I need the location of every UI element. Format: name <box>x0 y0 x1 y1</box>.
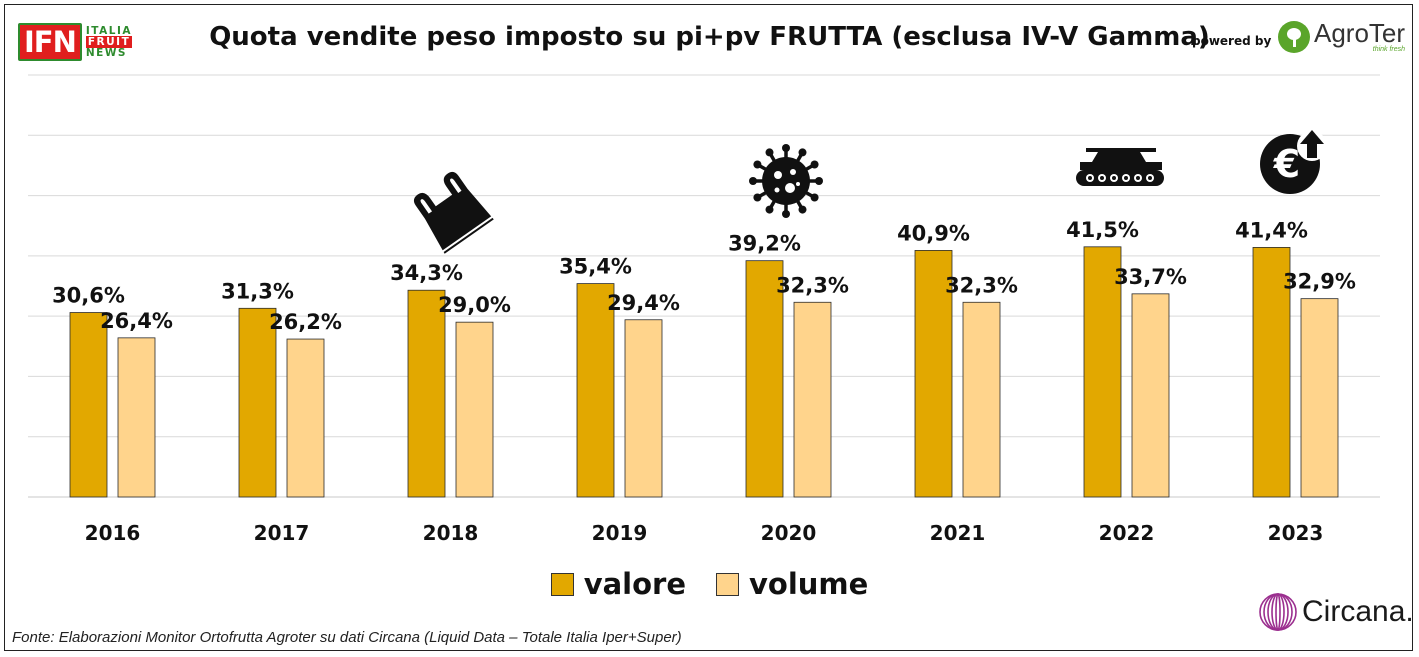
legend-label-volume: volume <box>749 567 869 601</box>
powered-by-label: powered by <box>1192 34 1272 48</box>
category-label-2017: 2017 <box>254 521 310 545</box>
ifn-logo: IFN ITALIA FRUIT NEWS <box>18 23 133 61</box>
data-label-volume-2020: 32,3% <box>776 273 849 297</box>
data-label-volume-2019: 29,4% <box>607 291 680 315</box>
svg-text:€: € <box>1273 142 1300 186</box>
legend-item-valore: valore <box>550 567 686 601</box>
data-label-volume-2017: 26,2% <box>269 310 342 334</box>
bar-volume-2016 <box>117 337 156 498</box>
legend-swatch-valore <box>550 572 574 596</box>
category-label-2019: 2019 <box>592 521 648 545</box>
ifn-logo-mark: IFN <box>18 23 82 61</box>
source-note: Fonte: Elaborazioni Monitor Ortofrutta A… <box>12 629 682 646</box>
category-label-2023: 2023 <box>1268 521 1324 545</box>
circana-name: Circana. <box>1302 595 1414 628</box>
data-label-valore-2021: 40,9% <box>897 221 970 245</box>
agroter-logo: AgroTer think fresh <box>1278 20 1405 53</box>
chart-title: Quota vendite peso imposto su pi+pv FRUT… <box>209 22 1210 52</box>
bar-valore-2020 <box>745 260 784 498</box>
data-label-volume-2018: 29,0% <box>438 293 511 317</box>
data-label-valore-2020: 39,2% <box>728 232 801 256</box>
bar-volume-2018 <box>455 321 494 498</box>
bar-volume-2022 <box>1131 293 1170 498</box>
legend-swatch-volume <box>716 572 739 596</box>
virus-icon <box>749 144 823 218</box>
data-label-volume-2022: 33,7% <box>1114 265 1187 289</box>
euro-rising-icon: € <box>1260 130 1327 194</box>
category-label-2020: 2020 <box>761 521 817 545</box>
agroter-tree-icon <box>1278 20 1310 53</box>
legend-label-valore: valore <box>583 567 686 601</box>
agroter-tagline: think fresh <box>1372 46 1406 53</box>
bar-volume-2017 <box>286 338 325 498</box>
legend: valore volume <box>0 567 1419 601</box>
ifn-logo-line1: ITALIA <box>85 24 132 37</box>
data-label-valore-2023: 41,4% <box>1235 218 1308 242</box>
legend-item-volume: volume <box>716 567 868 601</box>
bar-volume-2021 <box>962 301 1001 498</box>
bar-valore-2018 <box>407 289 446 498</box>
bar-volume-2019 <box>624 319 663 498</box>
bar-volume-2023 <box>1300 298 1339 498</box>
data-label-valore-2022: 41,5% <box>1066 218 1139 242</box>
circana-logo: Circana. <box>1258 592 1414 632</box>
category-label-2022: 2022 <box>1099 521 1155 545</box>
bar-valore-2023 <box>1252 247 1291 498</box>
bar-valore-2017 <box>238 307 277 498</box>
data-label-volume-2023: 32,9% <box>1283 270 1356 294</box>
data-label-valore-2019: 35,4% <box>559 255 632 279</box>
category-label-2018: 2018 <box>423 521 479 545</box>
bar-valore-2019 <box>576 283 615 498</box>
circana-mark-icon <box>1259 593 1297 631</box>
data-label-volume-2021: 32,3% <box>945 273 1018 297</box>
bar-valore-2016 <box>69 312 108 498</box>
data-label-valore-2017: 31,3% <box>221 279 294 303</box>
category-label-2016: 2016 <box>85 521 141 545</box>
data-label-valore-2016: 30,6% <box>52 284 125 308</box>
category-label-2021: 2021 <box>930 521 986 545</box>
bar-valore-2021 <box>914 250 953 498</box>
bar-volume-2020 <box>793 301 832 498</box>
agroter-name: AgroTer <box>1314 18 1406 48</box>
ifn-logo-line2: FRUIT <box>85 35 133 48</box>
plastic-bag-icon <box>413 171 494 254</box>
tank-icon <box>1076 148 1164 186</box>
ifn-logo-line3: NEWS <box>85 46 127 59</box>
data-label-volume-2016: 26,4% <box>100 309 173 333</box>
bar-valore-2022 <box>1083 246 1122 498</box>
data-label-valore-2018: 34,3% <box>390 261 463 285</box>
ifn-logo-text: ITALIA FRUIT NEWS <box>85 24 133 59</box>
